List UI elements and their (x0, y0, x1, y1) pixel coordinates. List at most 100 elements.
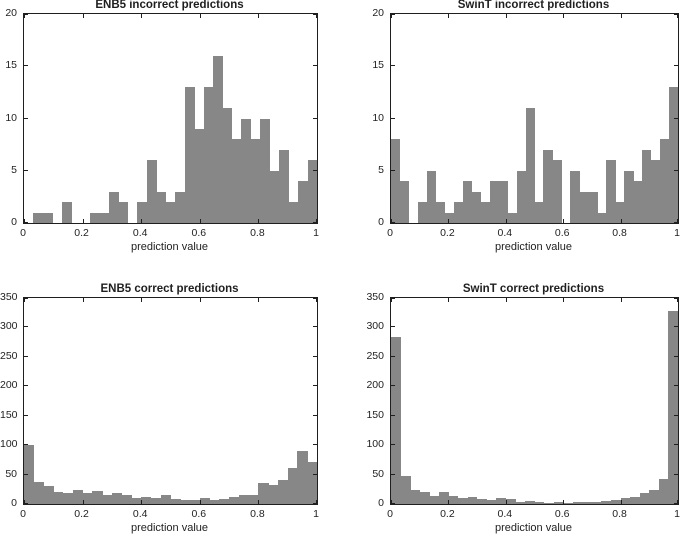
histogram-bar (400, 475, 411, 504)
histogram-bar (63, 493, 74, 504)
y-tick-mark-right (313, 169, 317, 171)
x-tick-mark (141, 500, 143, 504)
y-tick-mark (391, 385, 395, 387)
x-tick-mark-top (24, 298, 25, 302)
x-tick-label: 0.6 (191, 227, 207, 239)
x-tick-label: 0.8 (612, 227, 627, 239)
x-tick-mark (677, 500, 678, 504)
histogram-bar (505, 499, 516, 504)
x-tick-mark-top (141, 298, 143, 302)
histogram-bar (462, 181, 473, 223)
y-tick-mark-right (674, 169, 678, 171)
x-tick-mark-top (620, 298, 622, 302)
x-tick-mark (448, 500, 450, 504)
histogram-bar (241, 118, 252, 223)
histogram-bar (426, 170, 437, 223)
histogram-bar (121, 495, 132, 504)
x-tick-label: 0.6 (554, 508, 570, 520)
x-tick-mark (563, 500, 565, 504)
plot-title: ENB5 correct predictions (100, 283, 239, 295)
histogram-bar (269, 170, 280, 223)
histogram-bar (620, 498, 631, 504)
histogram-bar (102, 495, 113, 504)
subplot-enb5-incorrect: ENB5 incorrect predictions 0 0.2 0.4 0.6 0.8 1… (0, 0, 342, 268)
histogram-bar (552, 160, 562, 223)
histogram-bar (131, 498, 142, 504)
histogram-bar (298, 181, 308, 223)
y-tick-label: 0 (378, 216, 384, 228)
histogram-bar (72, 489, 83, 504)
x-tick-label: 0 (20, 227, 26, 239)
histogram-bar (307, 160, 318, 223)
y-tick-label: 100 (366, 438, 384, 451)
y-tick-mark (24, 298, 28, 299)
histogram-bar (498, 181, 508, 223)
x-tick-label: 0.4 (132, 508, 148, 520)
y-tick-mark-right (313, 298, 317, 299)
histogram-bar (43, 486, 54, 504)
histogram-bar (525, 108, 535, 223)
histogram-bar (199, 498, 210, 504)
y-tick-mark (391, 169, 395, 171)
y-tick-mark-right (674, 117, 678, 119)
y-tick-mark (24, 222, 28, 223)
x-tick-mark (620, 219, 622, 223)
histogram-bar (222, 108, 233, 223)
x-tick-mark (316, 500, 317, 504)
subplot-swint-incorrect: SwinT incorrect predictions 0 0.2 0.4 0.6 0.8… (343, 0, 685, 268)
histogram-bar (229, 496, 240, 504)
x-tick-mark (82, 219, 84, 223)
histogram-bar (90, 212, 100, 223)
histogram-bar (258, 483, 269, 504)
y-tick-mark-right (313, 222, 317, 223)
histogram-bar (190, 499, 201, 504)
x-axis-label: prediction value (130, 241, 209, 253)
histogram-bar (260, 118, 271, 223)
y-tick-label: 15 (5, 59, 17, 72)
histogram-bar (24, 445, 35, 504)
histogram-bar (82, 493, 93, 504)
plot-area (23, 297, 318, 505)
y-tick-label: 300 (0, 320, 18, 333)
y-tick-label: 0 (11, 497, 17, 509)
histogram-bar (515, 501, 526, 504)
histogram-bar (582, 502, 593, 504)
histogram-bar (429, 496, 440, 504)
y-tick-mark (391, 298, 395, 299)
histogram-bar (109, 191, 119, 223)
histogram-bar (150, 497, 162, 504)
histogram-bar (165, 202, 176, 223)
x-tick-mark-top (620, 14, 622, 18)
y-tick-label: 50 (372, 467, 384, 480)
histogram-bar (391, 139, 401, 223)
plot-area (23, 13, 318, 224)
histogram-bar (477, 498, 488, 504)
histogram-bar (287, 467, 298, 504)
x-tick-mark-top (316, 298, 317, 302)
y-tick-mark (391, 14, 395, 15)
x-tick-mark-top (82, 14, 84, 18)
histogram-bar (534, 502, 545, 504)
x-tick-mark-top (141, 14, 143, 18)
histogram-bar (486, 500, 497, 504)
y-tick-mark (24, 414, 28, 416)
y-tick-mark-right (674, 222, 678, 223)
histogram-bar (534, 202, 544, 223)
x-tick-label: 1 (313, 227, 319, 239)
histogram-bar (615, 202, 625, 223)
x-tick-label: 0.2 (440, 508, 455, 520)
histogram-bar (611, 499, 621, 504)
histogram-bar (184, 87, 195, 223)
x-tick-label: 0 (387, 227, 393, 239)
y-tick-mark (24, 117, 28, 119)
x-tick-mark-top (505, 298, 507, 302)
x-tick-mark-top (677, 298, 678, 302)
x-tick-mark (199, 500, 201, 504)
histogram-bar (591, 502, 602, 504)
y-tick-label: 15 (372, 59, 384, 72)
histogram-bar (250, 139, 261, 223)
x-tick-label: 0 (20, 508, 26, 520)
x-tick-label: 0 (387, 508, 393, 520)
histogram-bar (633, 181, 643, 223)
histogram-bar (570, 170, 580, 223)
